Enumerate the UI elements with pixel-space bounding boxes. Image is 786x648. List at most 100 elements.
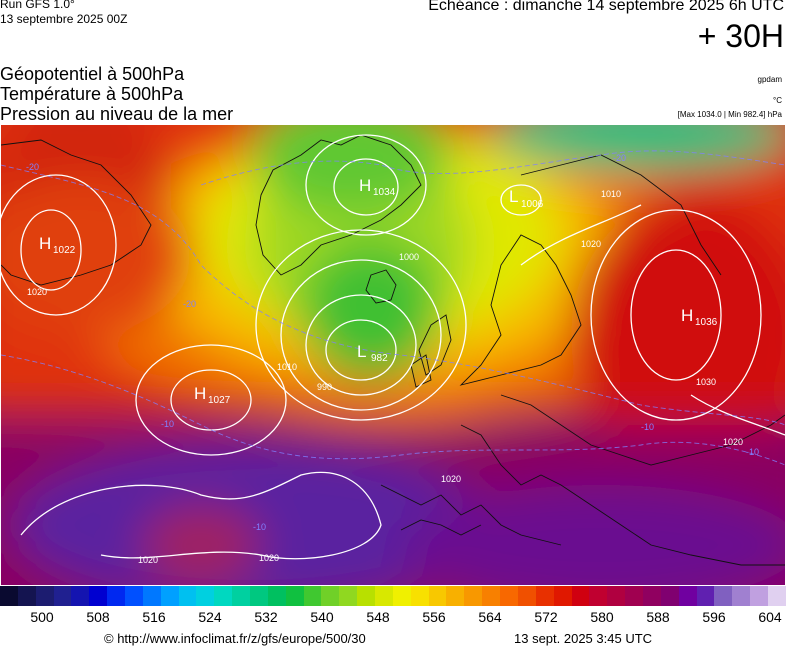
pressure-center-5-value: 1036 <box>695 317 718 328</box>
scale-swatch <box>678 586 697 606</box>
pressure-center-6-value: 1027 <box>208 395 231 406</box>
isobar-label: 1020 <box>581 239 601 249</box>
scale-tick-label: 524 <box>198 609 222 625</box>
unit-temperature: °C <box>773 96 782 105</box>
scale-swatch <box>142 586 161 606</box>
isobar-label: 1020 <box>27 287 47 297</box>
scale-swatch <box>767 586 786 606</box>
param-pressure: Pression au niveau de la mer <box>0 104 234 124</box>
isobar-label: 990 <box>317 382 332 392</box>
scale-tick-label: 564 <box>478 609 502 625</box>
unit-pressure-range: [Max 1034.0 | Min 982.4] hPa <box>677 110 782 119</box>
scale-swatch <box>428 586 447 606</box>
scale-tick-label: 580 <box>590 609 614 625</box>
isobar-label: 1000 <box>399 252 419 262</box>
scale-swatch <box>500 586 518 606</box>
scale-swatch <box>464 586 483 606</box>
scale-swatch <box>339 586 358 606</box>
scale-swatch <box>535 586 554 606</box>
isobar-label: 1020 <box>441 474 461 484</box>
pressure-center-3-symbol: L <box>509 187 518 206</box>
scale-swatch <box>625 586 643 606</box>
scale-tick-label: 532 <box>254 609 278 625</box>
isobar-label: 1020 <box>259 553 279 563</box>
scale-swatch <box>392 586 411 606</box>
scale-swatch <box>232 586 251 606</box>
scale-swatch <box>589 586 608 606</box>
scale-swatch <box>660 586 679 606</box>
scale-swatch <box>89 586 108 606</box>
pressure-center-1-value: 1022 <box>53 245 76 256</box>
unit-geopotential: gpdam <box>757 75 782 84</box>
scale-tick-label: 556 <box>422 609 446 625</box>
run-label: Run GFS 1.0° <box>0 0 75 11</box>
scale-swatch <box>178 586 197 606</box>
source-url: © http://www.infoclimat.fr/z/gfs/europe/… <box>104 631 366 646</box>
param-geopotential: Géopotentiel à 500hPa <box>0 64 185 84</box>
pressure-center-4-value: 982 <box>371 353 388 364</box>
param-temperature: Température à 500hPa <box>0 84 184 104</box>
isobar-label: 1010 <box>277 362 297 372</box>
scale-swatch <box>17 586 36 606</box>
pressure-center-2-symbol: H <box>359 176 371 195</box>
scale-swatch <box>125 586 143 606</box>
generation-time: 13 sept. 2025 3:45 UTC <box>514 631 653 646</box>
scale-tick-label: 540 <box>310 609 334 625</box>
isobar-label: 1010 <box>601 189 621 199</box>
scale-swatch <box>160 586 179 606</box>
run-time: 13 septembre 2025 00Z <box>0 12 128 26</box>
scale-swatch <box>196 586 215 606</box>
forecast-valid-time: Echéance : dimanche 14 septembre 2025 6h… <box>428 0 784 14</box>
scale-swatch <box>0 586 18 606</box>
scale-tick-label: 500 <box>30 609 54 625</box>
isotherm-label: -10 <box>161 419 174 429</box>
scale-swatch <box>35 586 54 606</box>
scale-tick-label: 548 <box>366 609 390 625</box>
isotherm-label: -10 <box>746 447 759 457</box>
pressure-center-1-symbol: H <box>39 234 51 253</box>
scale-swatch <box>696 586 715 606</box>
scale-swatch <box>517 586 536 606</box>
scale-swatch <box>321 586 340 606</box>
coastlines <box>1 134 785 566</box>
scale-swatch <box>53 586 72 606</box>
pressure-center-6-symbol: H <box>194 384 206 403</box>
scale-swatch <box>607 586 626 606</box>
scale-tick-label: 604 <box>758 609 782 625</box>
scale-swatch <box>750 586 768 606</box>
scale-tick-label: 588 <box>646 609 670 625</box>
isotherm-label: -20 <box>26 162 39 172</box>
scale-tick-label: 596 <box>702 609 726 625</box>
isobar-label: 1020 <box>138 555 158 565</box>
isobar-label: 1030 <box>696 377 716 387</box>
isotherm-label: -10 <box>641 422 654 432</box>
scale-swatch <box>642 586 661 606</box>
scale-swatch <box>714 586 733 606</box>
pressure-center-2-value: 1034 <box>373 187 396 198</box>
scale-swatch <box>214 586 233 606</box>
isotherm-label: -10 <box>253 522 266 532</box>
isotherm-label: -20 <box>613 153 626 163</box>
color-scale <box>0 586 786 606</box>
forecast-hour: + 30H <box>697 18 784 54</box>
pressure-center-4-symbol: L <box>357 342 366 361</box>
scale-swatch <box>71 586 90 606</box>
scale-tick-label: 516 <box>142 609 166 625</box>
scale-swatch <box>732 586 751 606</box>
scale-swatch <box>250 586 268 606</box>
scale-swatch <box>410 586 429 606</box>
geopotential-field <box>1 125 785 585</box>
scale-ticks: 500 508 516 524 532 540 548 556 564 572 580 588 596 6… <box>0 609 786 627</box>
scale-swatch <box>303 586 322 606</box>
scale-swatch <box>107 586 126 606</box>
scale-tick-label: 572 <box>534 609 558 625</box>
isobars <box>1 134 785 560</box>
pressure-center-3-value: 1006 <box>521 199 544 210</box>
scale-swatch <box>571 586 590 606</box>
isotherms <box>1 150 785 466</box>
pressure-center-5-symbol: H <box>681 306 693 325</box>
scale-swatch <box>357 586 376 606</box>
weather-map: H 1022 H 1034 L 1006 L 982 H 1036 H 1027… <box>1 125 785 585</box>
scale-swatch <box>553 586 572 606</box>
scale-tick-label: 508 <box>86 609 110 625</box>
